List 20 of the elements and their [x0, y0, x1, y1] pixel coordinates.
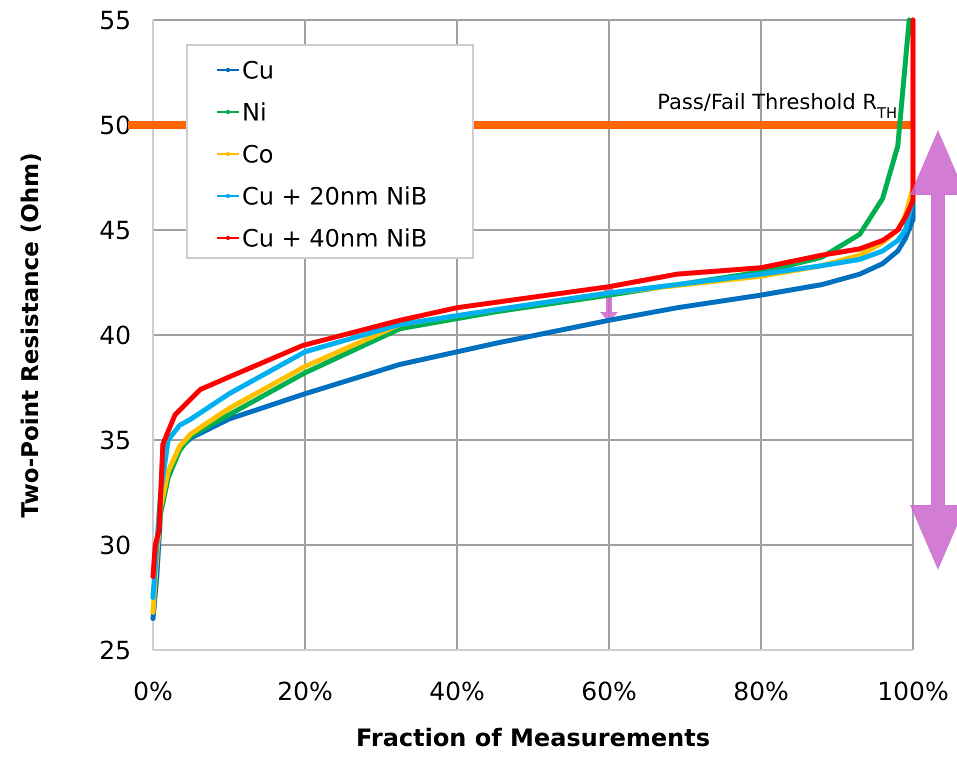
legend-label: Cu: [242, 56, 274, 84]
y-tick-label: 55: [99, 6, 131, 35]
legend-label: Cu + 20nm NiB: [242, 182, 428, 210]
legend-label: Co: [242, 140, 274, 168]
x-axis-title: Fraction of Measurements: [356, 724, 710, 752]
legend-label: Ni: [242, 98, 267, 126]
y-tick-label: 35: [99, 426, 131, 455]
y-axis-title: Two-Point Resistance (Ohm): [18, 152, 44, 518]
y-tick-label: 30: [99, 530, 131, 560]
x-tick-label: 0%: [133, 677, 173, 706]
x-tick-label: 40%: [429, 677, 485, 706]
x-tick-label: 80%: [733, 677, 789, 706]
y-tick-label: 45: [99, 216, 131, 245]
x-tick-label: 60%: [581, 677, 637, 706]
y-tick-label: 40: [99, 320, 131, 350]
legend-label: Cu + 40nm NiB: [242, 224, 428, 252]
y-tick-label: 25: [99, 636, 131, 665]
x-tick-label: 20%: [277, 677, 333, 706]
ref-line-label: Pass/Fail Threshold R$_{TH}$: [657, 90, 897, 122]
x-tick-label: 100%: [877, 677, 949, 706]
